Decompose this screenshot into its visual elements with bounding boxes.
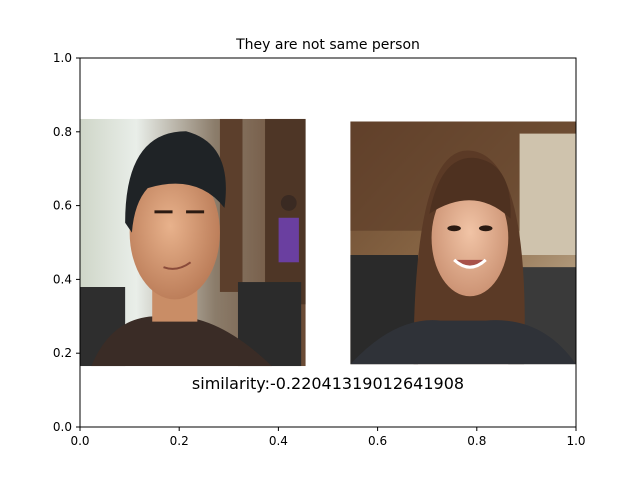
image-layer [80,118,576,367]
y-axis: 0.0 0.2 0.4 0.6 0.8 1.0 [53,51,80,434]
axes-frame [79,57,577,428]
x-tick-label: 0.2 [170,434,189,448]
chart-title: They are not same person [235,37,420,53]
x-tick-label: 1.0 [566,434,585,448]
face-photo-left [80,118,306,367]
y-tick-label: 0.0 [53,420,72,434]
x-tick-label: 0.8 [467,434,486,448]
y-tick-label: 0.8 [53,125,72,139]
x-axis: 0.0 0.2 0.4 0.6 0.8 1.0 [70,427,586,448]
x-tick-label: 0.6 [368,434,387,448]
face-photo-right [350,121,576,365]
x-tick-label: 0.0 [70,434,89,448]
y-tick-label: 0.4 [53,272,72,286]
x-tick-label: 0.4 [269,434,288,448]
y-tick-label: 1.0 [53,51,72,65]
similarity-annotation: similarity:-0.22041319012641908 [192,374,464,393]
y-tick-label: 0.2 [53,346,72,360]
y-tick-label: 0.6 [53,199,72,213]
